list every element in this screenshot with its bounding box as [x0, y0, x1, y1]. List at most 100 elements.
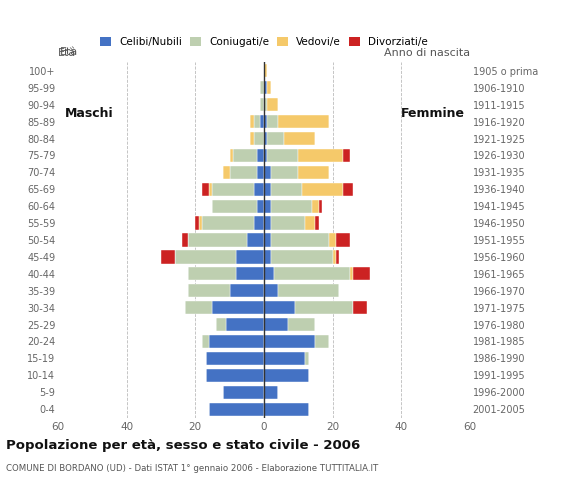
Text: Anno di nascita: Anno di nascita [384, 48, 470, 58]
Bar [295, 301, 353, 314]
Bar [253, 115, 260, 128]
Bar [332, 250, 336, 264]
Bar [267, 132, 284, 145]
Bar [264, 98, 267, 111]
Bar [305, 216, 316, 230]
Text: Popolazione per età, sesso e stato civile - 2006: Popolazione per età, sesso e stato civil… [6, 439, 360, 452]
Legend: Celibi/Nubili, Coniugati/e, Vedovi/e, Divorziati/e: Celibi/Nubili, Coniugati/e, Vedovi/e, Di… [97, 34, 431, 50]
Bar [226, 318, 264, 331]
Bar [267, 98, 278, 111]
Bar [264, 267, 274, 280]
Bar [209, 335, 264, 348]
Bar [202, 183, 209, 196]
Bar [319, 200, 322, 213]
Bar [343, 149, 350, 162]
Bar [260, 81, 264, 95]
Bar [230, 284, 264, 297]
Bar [264, 64, 267, 77]
Bar [353, 301, 367, 314]
Text: Femmine: Femmine [401, 107, 465, 120]
Bar [329, 233, 336, 247]
Bar [260, 115, 264, 128]
Text: Maschi: Maschi [65, 107, 114, 120]
Bar [264, 369, 309, 382]
Bar [264, 200, 271, 213]
Bar [253, 132, 264, 145]
Bar [267, 81, 271, 95]
Bar [288, 318, 316, 331]
Bar [305, 352, 309, 365]
Bar [278, 284, 339, 297]
Bar [188, 267, 237, 280]
Bar [175, 250, 237, 264]
Bar [264, 132, 267, 145]
Bar [264, 403, 309, 416]
Bar [230, 149, 233, 162]
Bar [316, 216, 319, 230]
Bar [257, 166, 264, 179]
Bar [205, 352, 264, 365]
Bar [343, 183, 353, 196]
Bar [188, 233, 246, 247]
Bar [264, 318, 288, 331]
Bar [271, 183, 302, 196]
Bar [237, 267, 264, 280]
Bar [298, 166, 329, 179]
Bar [253, 183, 264, 196]
Bar [284, 132, 316, 145]
Bar [250, 115, 253, 128]
Bar [316, 335, 329, 348]
Bar [223, 385, 264, 399]
Bar [271, 200, 312, 213]
Bar [264, 183, 271, 196]
Bar [230, 166, 257, 179]
Bar [253, 216, 264, 230]
Bar [212, 200, 257, 213]
Bar [350, 267, 353, 280]
Bar [202, 335, 209, 348]
Bar [209, 403, 264, 416]
Bar [264, 115, 267, 128]
Bar [264, 335, 316, 348]
Bar [257, 200, 264, 213]
Bar [237, 250, 264, 264]
Bar [302, 183, 343, 196]
Bar [257, 149, 264, 162]
Bar [185, 301, 212, 314]
Bar [264, 216, 271, 230]
Bar [216, 318, 226, 331]
Bar [223, 166, 230, 179]
Bar [205, 369, 264, 382]
Bar [212, 183, 253, 196]
Bar [202, 216, 253, 230]
Bar [260, 98, 264, 111]
Bar [271, 216, 305, 230]
Text: COMUNE DI BORDANO (UD) - Dati ISTAT 1° gennaio 2006 - Elaborazione TUTTITALIA.IT: COMUNE DI BORDANO (UD) - Dati ISTAT 1° g… [6, 464, 378, 473]
Bar [264, 166, 271, 179]
Bar [264, 301, 295, 314]
Bar [264, 352, 305, 365]
Bar [267, 115, 278, 128]
Bar [264, 149, 267, 162]
Bar [312, 200, 319, 213]
Bar [212, 301, 264, 314]
Bar [182, 233, 188, 247]
Bar [233, 149, 257, 162]
Bar [267, 149, 298, 162]
Bar [264, 81, 267, 95]
Bar [246, 233, 264, 247]
Bar [264, 385, 278, 399]
Text: Età: Età [58, 48, 76, 58]
Bar [271, 250, 332, 264]
Bar [264, 284, 278, 297]
Bar [161, 250, 175, 264]
Bar [336, 233, 350, 247]
Bar [188, 284, 230, 297]
Bar [264, 250, 271, 264]
Bar [271, 233, 329, 247]
Bar [353, 267, 370, 280]
Bar [298, 149, 343, 162]
Bar [199, 216, 202, 230]
Bar [209, 183, 212, 196]
Bar [264, 233, 271, 247]
